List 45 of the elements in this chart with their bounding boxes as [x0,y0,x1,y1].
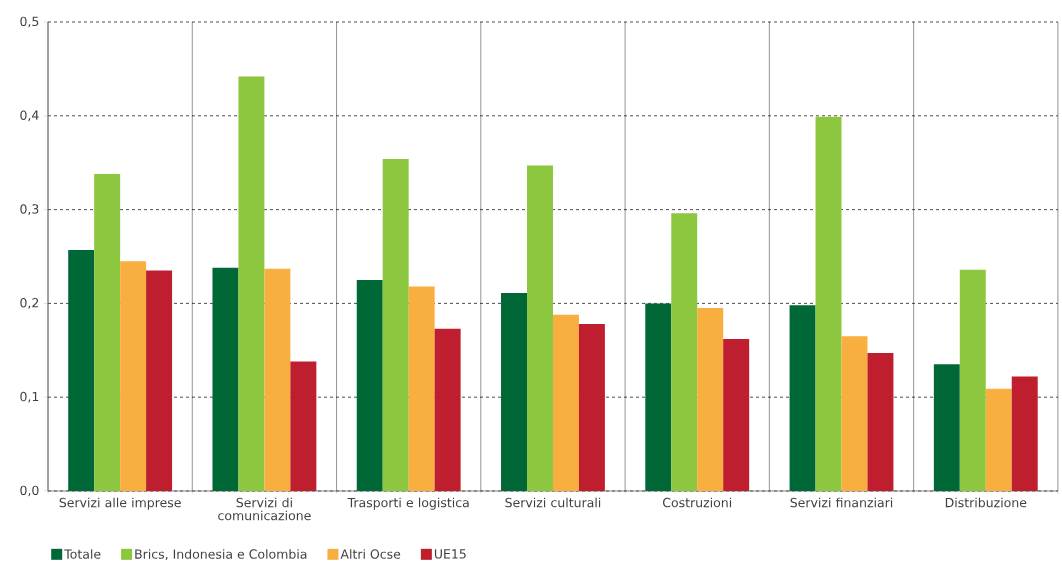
bar [959,269,986,491]
bar [146,270,173,491]
bar [1011,376,1038,491]
bar [578,324,605,491]
x-tick-label: Servizi culturali [505,497,601,508]
y-tick-label: 0,4 [20,110,39,122]
bar [867,353,894,491]
bar [408,286,435,491]
x-tick-label: Costruzioni [662,497,732,508]
bar [645,303,672,491]
x-tick-label: Trasporti e logistica [347,497,469,510]
y-tick-label: 0,5 [20,16,39,28]
bar [526,165,553,491]
x-tick-label: Servizi alle imprese [59,497,181,510]
bar [382,158,409,491]
bar [671,213,698,491]
x-tick-label: Servizi finanziari [790,497,893,508]
bar [356,279,383,491]
bar [723,339,750,491]
x-tick-label: Distribuzione [945,497,1027,508]
y-tick-label: 0,3 [20,204,39,215]
bar [290,361,317,491]
bar [985,388,1012,491]
legend-label: Brics, Indonesia e Colombia [135,549,307,561]
x-tick-label: Servizi di comunicazione [218,497,311,521]
legend-label: UE15 [434,549,466,559]
bar [212,267,239,491]
y-tick-label: 0,2 [20,298,39,309]
bar [815,116,842,491]
bar [120,261,147,491]
legend-label: Totale [64,549,101,559]
bar [264,268,291,491]
y-tick-label: 0,0 [20,485,39,497]
y-tick-label: 0,1 [20,391,39,403]
bar [68,249,95,491]
bar [501,293,527,491]
legend-label: Altri Ocse [340,549,401,559]
bar [434,328,461,491]
bar [552,314,579,491]
bar [697,308,724,491]
bar [94,173,121,491]
bar [238,76,265,491]
bar [933,364,960,491]
bar [789,305,816,491]
bar [841,336,868,491]
